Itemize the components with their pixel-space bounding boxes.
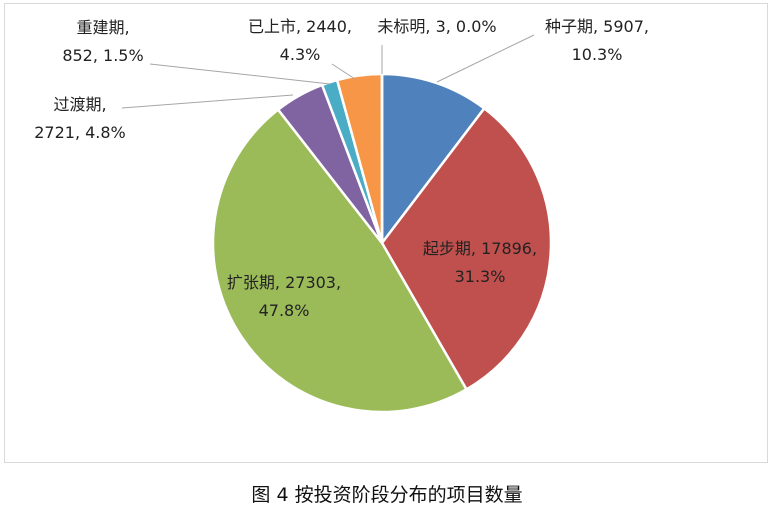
data-label-3: 过渡期,2721, 4.8%: [34, 95, 126, 142]
data-label-0: 种子期, 5907,10.3%: [545, 17, 649, 64]
leader-line-0: [437, 35, 534, 82]
data-label-5: 已上市, 2440,4.3%: [248, 17, 352, 64]
data-label-4: 重建期,852, 1.5%: [62, 18, 143, 65]
data-label-6: 未标明, 3, 0.0%: [377, 17, 496, 36]
figure-caption: 图 4 按投资阶段分布的项目数量: [0, 480, 774, 507]
leader-line-5: [332, 64, 355, 79]
pie-chart: 种子期, 5907,10.3%起步期, 17896,31.3%扩张期, 2730…: [0, 0, 774, 470]
leader-line-3: [122, 95, 293, 108]
leader-line-4: [150, 64, 330, 84]
